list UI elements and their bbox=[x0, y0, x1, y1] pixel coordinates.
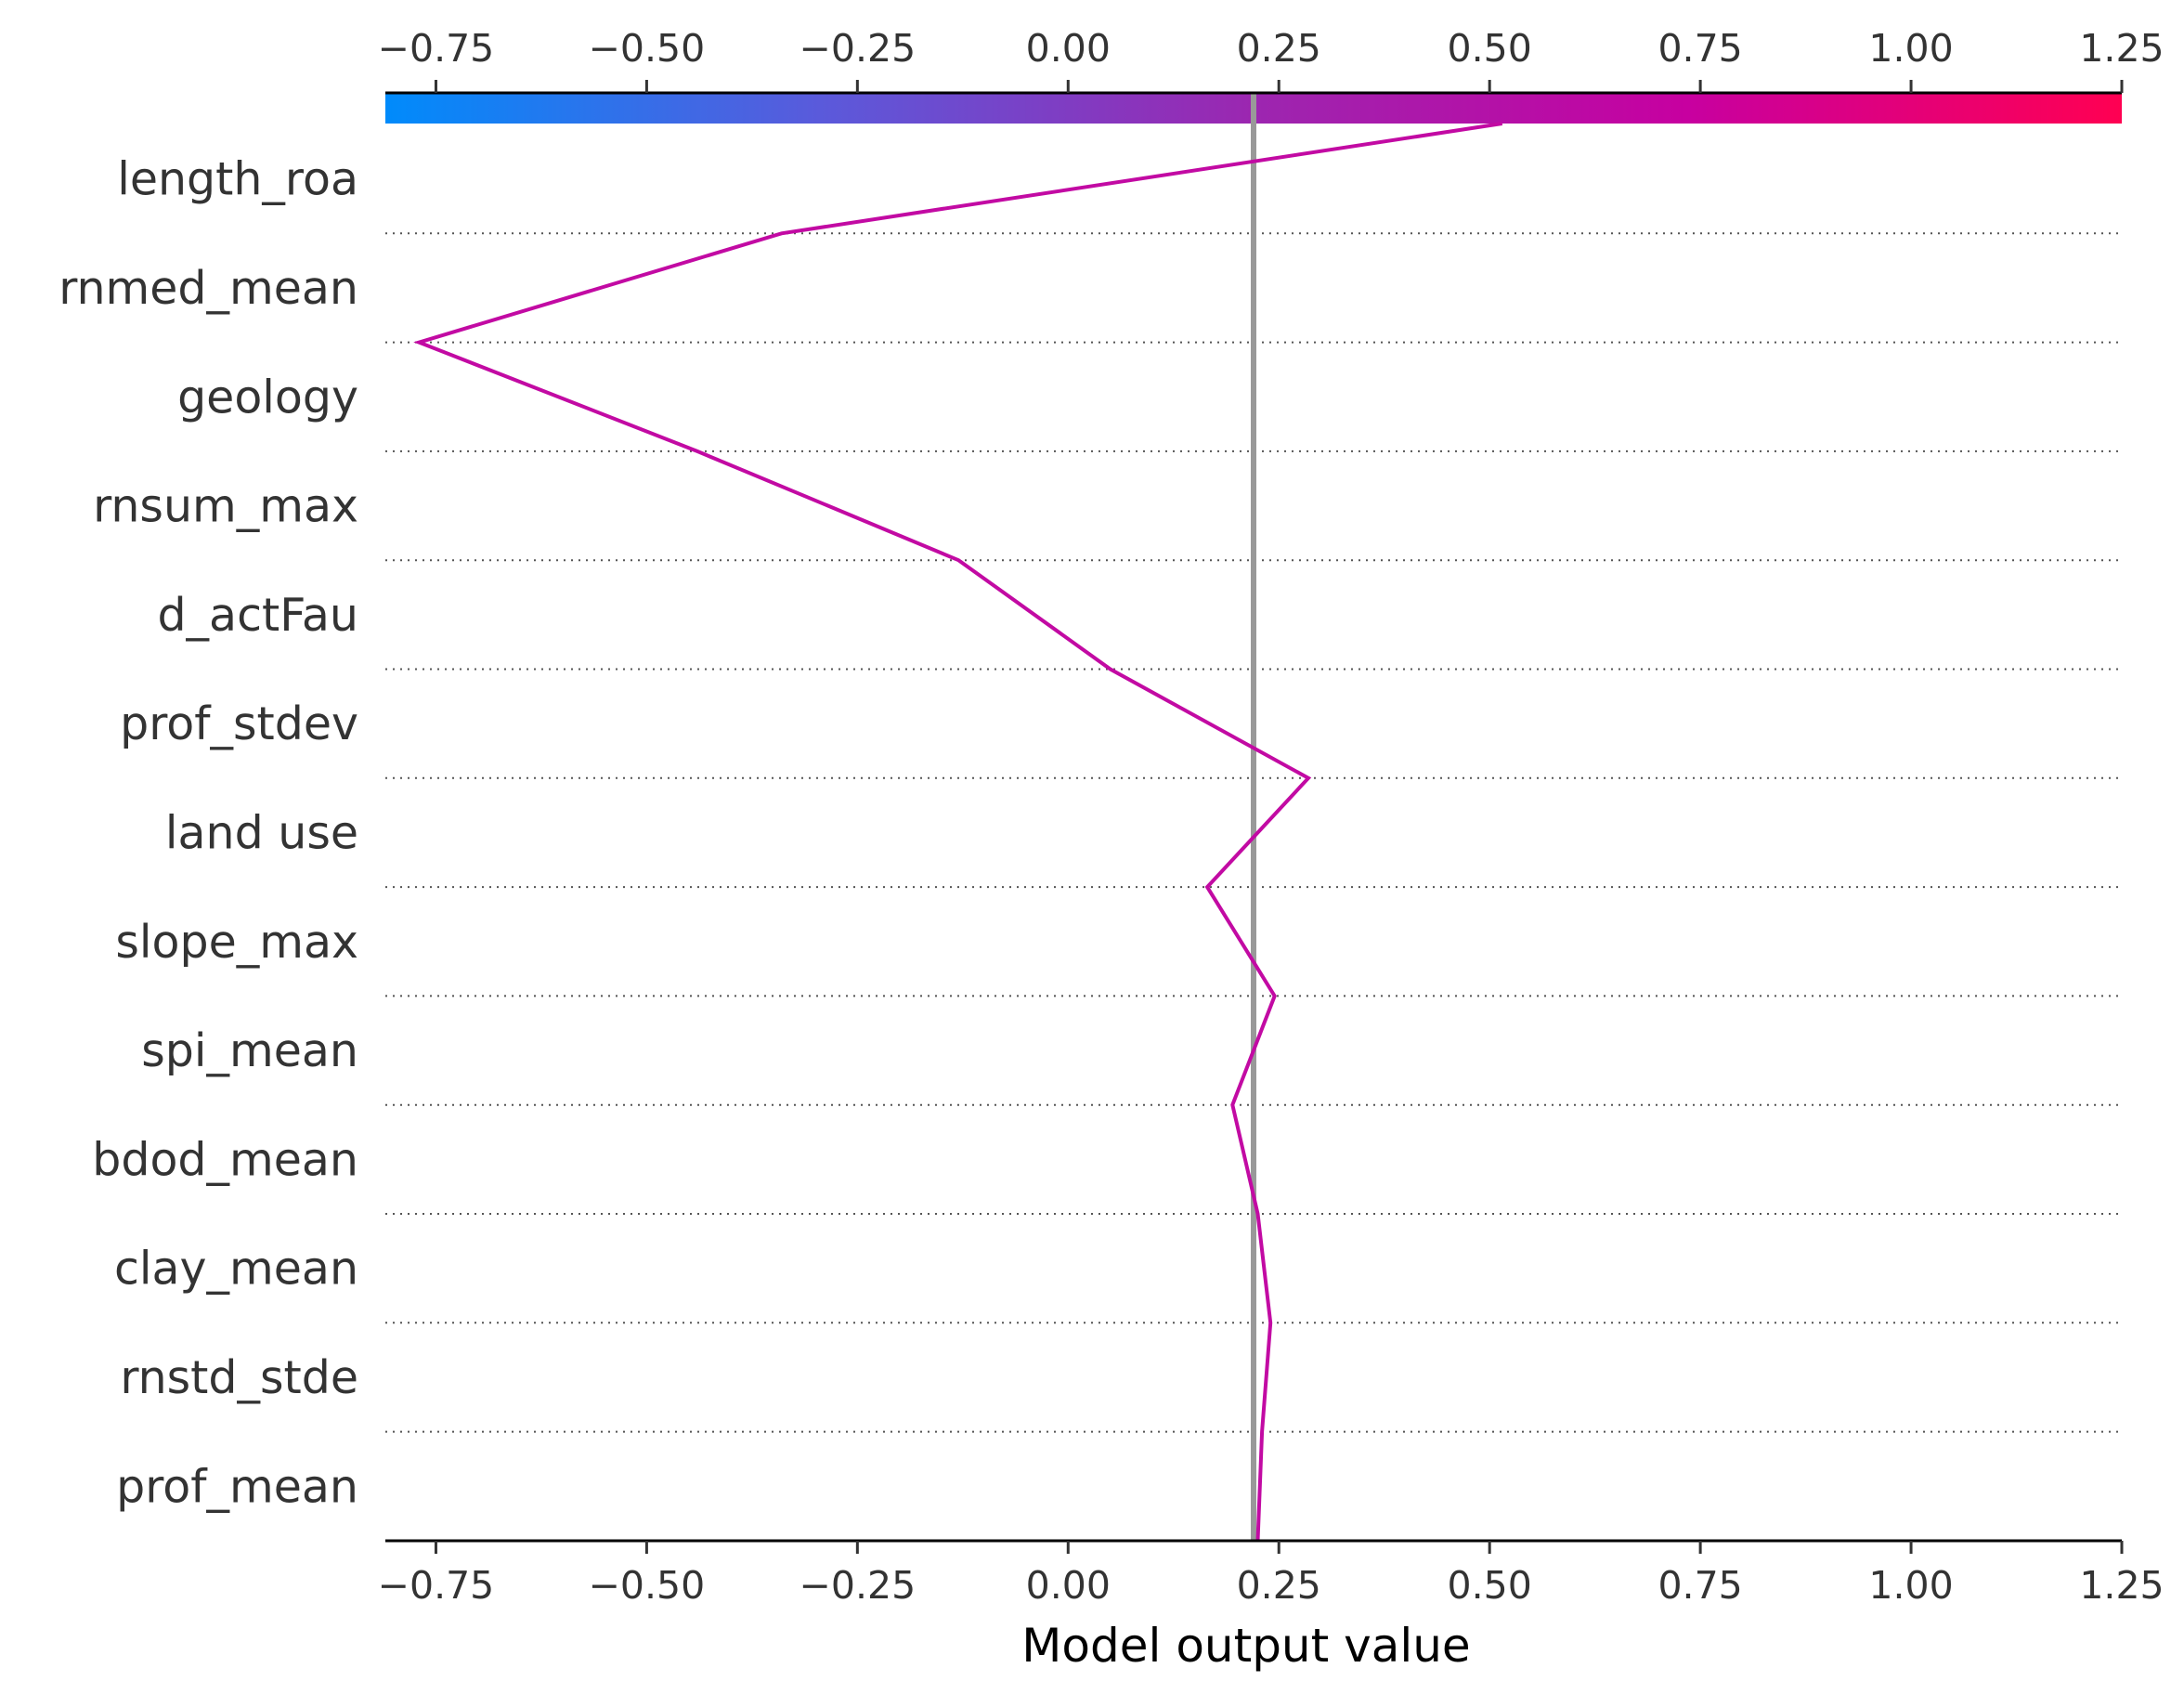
x-tick-label-bottom: 0.50 bbox=[1448, 1563, 1532, 1608]
feature-label: prof_mean bbox=[116, 1460, 358, 1513]
x-tick-label-top: −0.75 bbox=[378, 26, 495, 71]
x-tick-label-bottom: 1.25 bbox=[2079, 1563, 2164, 1608]
x-tick-label-top: 0.00 bbox=[1026, 26, 1111, 71]
x-tick-label-top: 1.25 bbox=[2079, 26, 2164, 71]
feature-label: d_actFau bbox=[157, 589, 358, 642]
x-tick-label-top: 1.00 bbox=[1868, 26, 1953, 71]
axes: −0.75 −0.75 −0.50 −0.50 −0.25 −0.25 0.00 0.00 0.… bbox=[378, 26, 2164, 1608]
x-tick-label-bottom: 0.75 bbox=[1658, 1563, 1742, 1608]
feature-label: slope_max bbox=[115, 916, 358, 969]
feature-label: prof_stdev bbox=[120, 697, 358, 750]
x-axis-title: Model output value bbox=[1021, 1619, 1470, 1673]
feature-label: land use bbox=[165, 806, 358, 859]
x-tick-label-bottom: −0.25 bbox=[800, 1563, 916, 1608]
feature-label: spi_mean bbox=[141, 1024, 358, 1077]
x-tick-label-top: −0.25 bbox=[800, 26, 916, 71]
x-tick-label-top: 0.75 bbox=[1658, 26, 1742, 71]
decision-paths bbox=[413, 122, 1503, 1542]
feature-label: rnstd_stde bbox=[120, 1351, 358, 1404]
x-tick-label-bottom: 1.00 bbox=[1868, 1563, 1953, 1608]
feature-label: length_roa bbox=[117, 153, 358, 206]
x-tick-label-bottom: −0.75 bbox=[378, 1563, 495, 1608]
x-tick-label-top: −0.50 bbox=[589, 26, 706, 71]
decision-path-line bbox=[413, 122, 1503, 1542]
feature-label: rnmed_mean bbox=[58, 262, 358, 315]
x-tick-label-top: 0.50 bbox=[1448, 26, 1532, 71]
feature-label: geology bbox=[177, 371, 358, 424]
x-tick-label-top: 0.25 bbox=[1237, 26, 1321, 71]
feature-label: rnsum_max bbox=[93, 480, 358, 533]
feature-label: clay_mean bbox=[114, 1243, 358, 1296]
x-tick-label-bottom: 0.00 bbox=[1026, 1563, 1111, 1608]
x-tick-label-bottom: −0.50 bbox=[589, 1563, 706, 1608]
x-tick-label-bottom: 0.25 bbox=[1237, 1563, 1321, 1608]
feature-label: bdod_mean bbox=[92, 1133, 358, 1186]
